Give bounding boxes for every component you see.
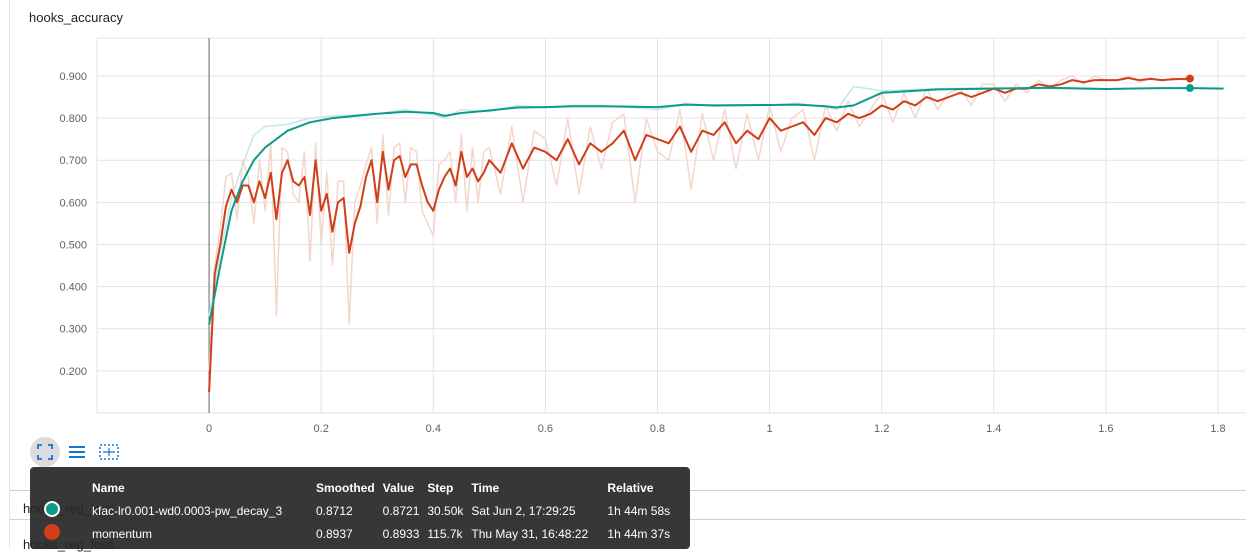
y-tick-label: 0.200 xyxy=(59,366,87,378)
tooltip-run-name: momentum xyxy=(92,526,153,541)
x-tick-label: 0.4 xyxy=(426,423,441,435)
x-tick-label: 1.2 xyxy=(874,423,889,435)
fit-domain-button[interactable] xyxy=(94,437,124,467)
tooltip-row: kfac-lr0.001-wd0.0003-pw_decay_3 0.8712 … xyxy=(30,499,674,522)
series-swatch-orange xyxy=(44,524,60,540)
tooltip-relative: 1h 44m 58s xyxy=(607,503,671,518)
series-swatch-teal xyxy=(44,501,60,517)
x-tick-label: 0 xyxy=(206,423,212,435)
tooltip-table: Name Smoothed Value Step Time Relative k… xyxy=(30,477,674,545)
tooltip-swatch-cell xyxy=(30,522,88,545)
x-tick-label: 0.8 xyxy=(650,423,665,435)
fit-domain-icon xyxy=(99,444,119,460)
tooltip-header-time: Time xyxy=(471,481,500,495)
chart-toolbar xyxy=(30,437,126,467)
tooltip-swatch-cell xyxy=(30,499,88,522)
y-tick-label: 0.800 xyxy=(59,113,87,125)
tooltip-run-name: kfac-lr0.001-wd0.0003-pw_decay_3 xyxy=(92,503,283,518)
y-tick-label: 0.700 xyxy=(59,155,87,167)
series-kfac-line xyxy=(208,86,1224,325)
series-kfac-marker xyxy=(1185,84,1194,93)
data-table-icon xyxy=(68,444,86,460)
fullscreen-button[interactable] xyxy=(30,437,60,467)
tooltip-header-name: Name xyxy=(92,481,125,495)
series-momentum-line xyxy=(208,77,1191,392)
tooltip-smoothed: 0.8937 xyxy=(316,526,353,541)
tooltip-header-value: Value xyxy=(382,481,415,495)
tooltip-smoothed: 0.8712 xyxy=(316,503,353,518)
x-tick-label: 1 xyxy=(767,423,773,435)
y-tick-label: 0.600 xyxy=(59,197,87,209)
x-tick-label: 1.4 xyxy=(986,423,1001,435)
page-left-border xyxy=(9,0,10,549)
tooltip-value: 0.8721 xyxy=(382,503,420,518)
tooltip-step: 30.50k xyxy=(427,503,464,518)
chart-tooltip: Name Smoothed Value Step Time Relative k… xyxy=(30,467,690,549)
y-tick-label: 0.400 xyxy=(59,282,87,294)
data-table-toggle-button[interactable] xyxy=(62,437,92,467)
tooltip-relative: 1h 44m 37s xyxy=(607,526,671,541)
tooltip-step: 115.7k xyxy=(427,526,463,541)
x-tick-label: 1.6 xyxy=(1098,423,1113,435)
y-tick-label: 0.500 xyxy=(59,239,87,251)
y-tick-label: 0.900 xyxy=(59,71,87,83)
tooltip-swatch-header xyxy=(30,477,88,499)
x-tick-label: 0.6 xyxy=(538,423,553,435)
fullscreen-icon xyxy=(37,444,53,460)
x-tick-label: 1.8 xyxy=(1210,423,1225,435)
tooltip-header-row: Name Smoothed Value Step Time Relative xyxy=(30,477,674,499)
tooltip-time: Thu May 31, 16:48:22 xyxy=(471,526,589,541)
x-tick-label: 0.2 xyxy=(314,423,329,435)
tooltip-header-step: Step xyxy=(427,481,454,495)
tooltip-header-smoothed: Smoothed xyxy=(316,481,375,495)
tooltip-row: momentum 0.8937 0.8933 115.7k Thu May 31… xyxy=(30,522,674,545)
series-momentum-marker xyxy=(1185,74,1194,83)
tooltip-header-relative: Relative xyxy=(607,481,654,495)
tooltip-time: Sat Jun 2, 17:29:25 xyxy=(471,503,576,518)
line-chart[interactable]: 0 0.2 0.4 0.6 0.8 1 1.2 1.4 1.6 1.8 0.200 0.300 0.40… xyxy=(0,0,1246,470)
series-momentum-raw-line xyxy=(208,75,1191,371)
tooltip-value: 0.8933 xyxy=(382,526,420,541)
y-tick-label: 0.300 xyxy=(59,324,87,336)
chart-card-title: hooks_accuracy xyxy=(29,10,123,25)
